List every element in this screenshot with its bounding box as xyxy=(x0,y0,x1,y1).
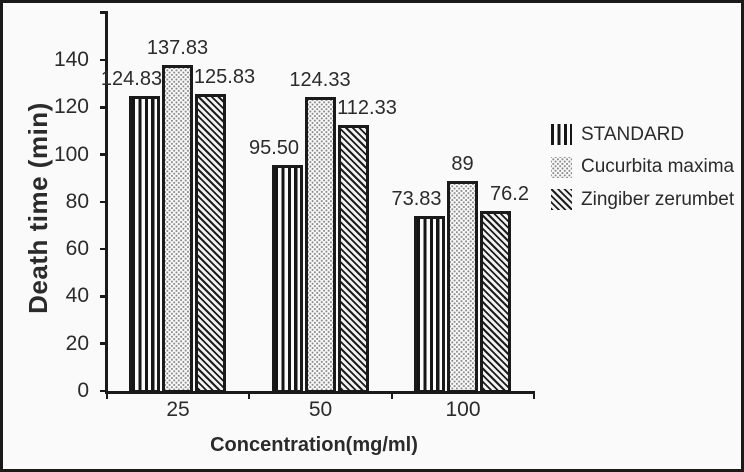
x-tick xyxy=(390,392,394,399)
bar-value-label: 124.83 xyxy=(100,67,163,90)
bar-cucurbita-maxima-25 xyxy=(162,65,193,393)
legend-label: Cucurbita maxima xyxy=(581,156,735,177)
y-tick-label: 140 xyxy=(53,48,89,71)
bar-zingiber-zerumbet-25 xyxy=(195,93,226,393)
dots-swatch-icon xyxy=(551,156,572,178)
y-tick-label: 120 xyxy=(53,95,89,119)
y-tick xyxy=(100,106,107,109)
y-tick xyxy=(100,153,107,156)
bar-zingiber-zerumbet-100 xyxy=(480,210,511,393)
legend-label: STANDARD xyxy=(581,123,685,145)
y-tick-label: 80 xyxy=(65,189,89,213)
x-axis-title: Concentration(mg/ml) xyxy=(210,434,418,456)
bar-value-label: 137.83 xyxy=(146,37,209,60)
y-tick-label: 0 xyxy=(77,379,89,402)
bar-value-label: 73.83 xyxy=(391,188,442,211)
legend-label: Zingiber zerumbet xyxy=(581,188,735,210)
y-tick-label: 20 xyxy=(65,331,89,355)
y-tick-label: 100 xyxy=(53,142,89,166)
bar-cucurbita-maxima-100 xyxy=(447,180,478,393)
bar-value-label: 76.2 xyxy=(490,182,529,205)
bar-zingiber-zerumbet-50 xyxy=(337,125,369,393)
x-category-label: 25 xyxy=(166,398,190,421)
y-tick xyxy=(100,389,107,393)
bar-value-label: 125.83 xyxy=(193,65,256,88)
x-tick xyxy=(532,392,536,399)
y-tick xyxy=(100,58,107,62)
y-tick-label: 60 xyxy=(65,237,89,261)
vertical-stripes-swatch-icon xyxy=(551,124,572,145)
bar-standard-25 xyxy=(129,95,160,393)
y-tick-label: 40 xyxy=(65,284,89,308)
legend: STANDARD Cucurbita maxima Zingiber zerum… xyxy=(551,124,734,222)
x-tick xyxy=(105,392,109,399)
bar-value-label: 89 xyxy=(451,152,474,175)
bar-chart-plot-area: 0 20 40 60 80 100 120 140 25 50 100 124.83 95.50 73.8… xyxy=(3,3,741,469)
y-tick xyxy=(100,342,107,345)
y-tick xyxy=(100,11,107,14)
bar-value-label: 95.50 xyxy=(248,137,300,160)
bar-cucurbita-maxima-50 xyxy=(304,97,336,393)
legend-item-standard: STANDARD xyxy=(551,124,734,145)
x-category-label: 100 xyxy=(445,398,481,421)
bar-value-label: 112.33 xyxy=(337,97,397,120)
y-tick xyxy=(100,295,107,298)
bar-value-label: 124.33 xyxy=(289,69,351,92)
diagonal-stripes-swatch-icon xyxy=(551,189,572,210)
legend-item-zingiber-zerumbet: Zingiber zerumbet xyxy=(551,189,734,210)
y-tick xyxy=(100,200,107,204)
bar-standard-50 xyxy=(271,165,303,393)
y-axis-title: Death time (min) xyxy=(23,102,53,314)
bar-standard-100 xyxy=(414,216,445,393)
y-tick xyxy=(100,247,107,251)
x-tick xyxy=(247,392,251,399)
legend-item-cucurbita-maxima: Cucurbita maxima xyxy=(551,156,735,178)
x-category-label: 50 xyxy=(308,398,333,421)
